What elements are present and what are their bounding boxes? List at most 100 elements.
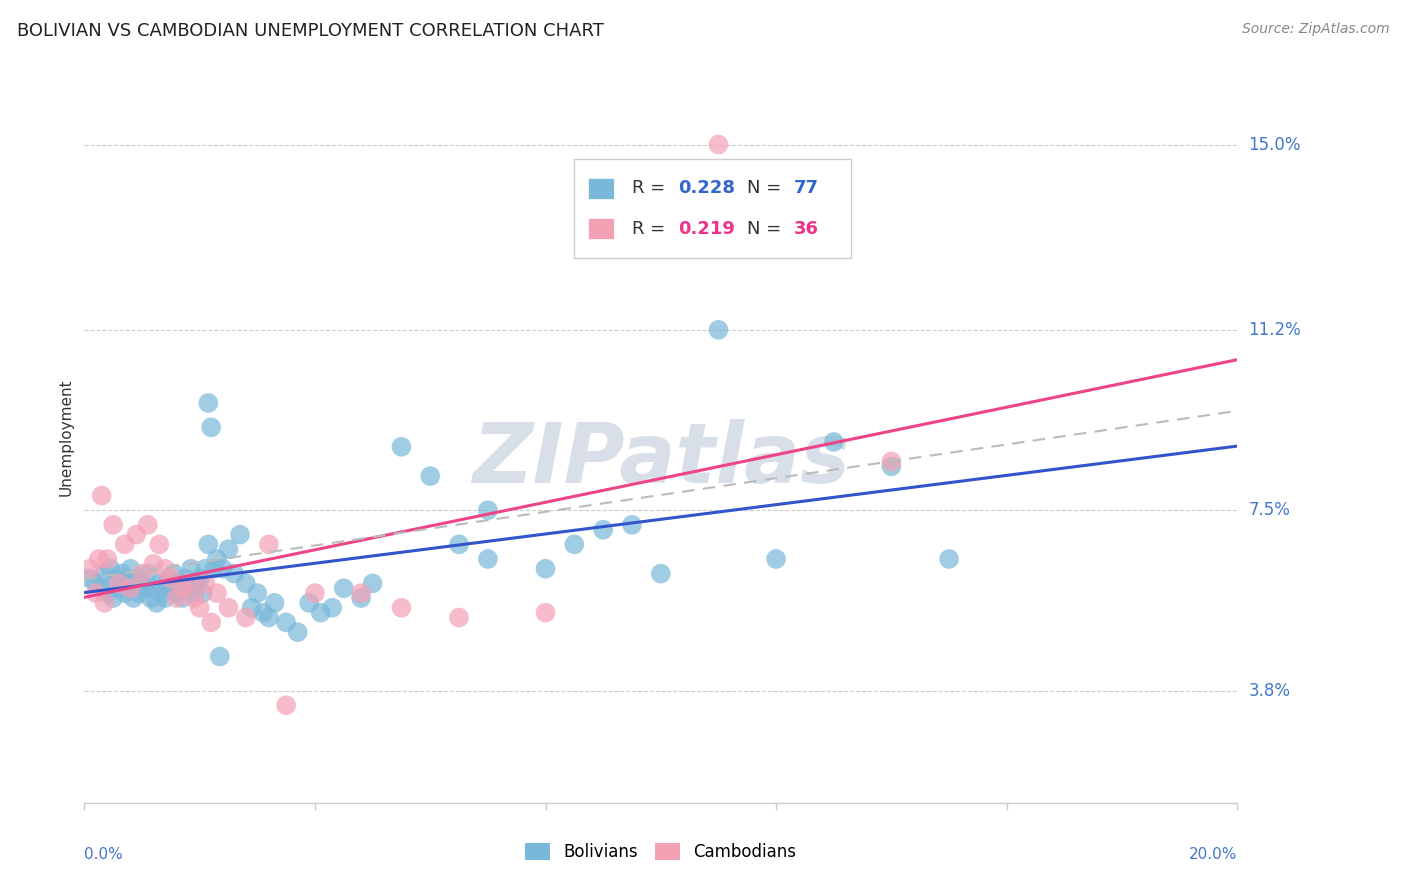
Point	[564, 537, 586, 551]
FancyBboxPatch shape	[588, 219, 614, 239]
Text: 11.2%: 11.2%	[1249, 321, 1301, 339]
Legend: Bolivians, Cambodians: Bolivians, Cambodians	[519, 836, 803, 868]
Point	[257, 537, 280, 551]
Text: BOLIVIAN VS CAMBODIAN UNEMPLOYMENT CORRELATION CHART: BOLIVIAN VS CAMBODIAN UNEMPLOYMENT CORRE…	[17, 22, 603, 40]
Point	[148, 537, 170, 551]
Point	[177, 576, 200, 591]
Point	[139, 591, 162, 605]
Point	[263, 596, 285, 610]
Point	[880, 459, 903, 474]
Point	[180, 562, 202, 576]
Point	[235, 576, 257, 591]
Point	[449, 537, 471, 551]
Point	[90, 489, 112, 503]
Point	[391, 440, 413, 454]
Point	[235, 610, 257, 624]
Text: 15.0%: 15.0%	[1249, 136, 1301, 153]
Point	[111, 566, 134, 581]
Point	[103, 591, 124, 605]
Point	[172, 581, 194, 595]
Point	[197, 396, 219, 410]
Point	[276, 615, 298, 630]
Point	[333, 581, 356, 595]
Point	[183, 591, 205, 605]
Point	[534, 562, 557, 576]
Point	[156, 572, 179, 586]
Point	[287, 625, 309, 640]
Point	[350, 591, 373, 605]
Point	[194, 576, 217, 591]
Point	[391, 600, 413, 615]
Point	[938, 552, 960, 566]
Point	[131, 566, 153, 581]
Point	[240, 600, 263, 615]
Point	[131, 576, 153, 591]
Point	[202, 562, 225, 576]
Point	[188, 600, 211, 615]
Text: N =: N =	[748, 219, 787, 237]
Point	[172, 591, 194, 605]
Point	[765, 552, 787, 566]
Text: ZIPatlas: ZIPatlas	[472, 418, 849, 500]
Point	[449, 610, 471, 624]
Text: 77: 77	[793, 179, 818, 197]
Point	[169, 576, 191, 591]
Point	[350, 586, 373, 600]
Point	[200, 420, 222, 434]
Point	[257, 610, 280, 624]
Point	[120, 562, 142, 576]
Point	[229, 527, 252, 541]
Point	[592, 523, 614, 537]
Text: N =: N =	[748, 179, 787, 197]
Point	[160, 572, 183, 586]
Point	[477, 552, 499, 566]
Point	[197, 537, 219, 551]
Point	[108, 581, 131, 595]
Point	[224, 566, 246, 581]
Y-axis label: Unemployment: Unemployment	[58, 378, 73, 496]
Text: 7.5%: 7.5%	[1249, 501, 1291, 519]
Point	[188, 572, 211, 586]
Point	[84, 576, 107, 591]
Point	[117, 576, 139, 591]
Point	[166, 591, 188, 605]
Point	[128, 586, 150, 600]
Point	[477, 503, 499, 517]
Point	[145, 596, 167, 610]
Point	[79, 572, 101, 586]
Point	[96, 586, 118, 600]
Point	[276, 698, 298, 713]
Point	[125, 527, 148, 541]
Text: Source: ZipAtlas.com: Source: ZipAtlas.com	[1241, 22, 1389, 37]
Point	[186, 576, 208, 591]
Point	[621, 517, 644, 532]
Point	[153, 562, 176, 576]
Point	[93, 566, 115, 581]
Point	[200, 615, 222, 630]
Point	[150, 586, 173, 600]
Text: 36: 36	[793, 219, 818, 237]
Text: 0.228: 0.228	[678, 179, 735, 197]
Point	[419, 469, 441, 483]
Point	[108, 576, 131, 591]
Point	[194, 562, 217, 576]
FancyBboxPatch shape	[588, 178, 614, 199]
Point	[174, 572, 197, 586]
Point	[79, 562, 101, 576]
Point	[208, 649, 231, 664]
Point	[304, 586, 326, 600]
Point	[218, 542, 240, 557]
Point	[96, 552, 118, 566]
Point	[191, 586, 214, 600]
Point	[87, 552, 110, 566]
Point	[120, 581, 142, 595]
Point	[218, 600, 240, 615]
Text: 20.0%: 20.0%	[1189, 847, 1237, 863]
Point	[252, 606, 274, 620]
Point	[650, 566, 672, 581]
Point	[93, 596, 115, 610]
Point	[84, 586, 107, 600]
Point	[114, 537, 136, 551]
Text: 0.219: 0.219	[678, 219, 735, 237]
Point	[177, 581, 200, 595]
